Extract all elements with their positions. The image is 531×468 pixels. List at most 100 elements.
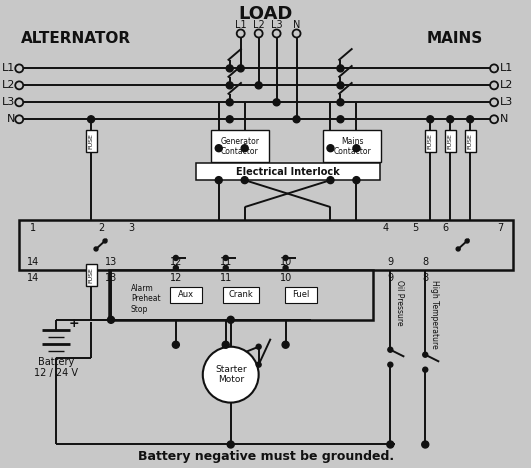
Text: ALTERNATOR: ALTERNATOR (21, 31, 131, 46)
Circle shape (15, 65, 23, 73)
Circle shape (273, 99, 280, 106)
Text: FUSE: FUSE (468, 133, 473, 149)
Circle shape (173, 341, 179, 348)
Circle shape (215, 145, 222, 152)
Circle shape (256, 344, 261, 349)
Circle shape (15, 81, 23, 89)
Circle shape (337, 116, 344, 123)
Circle shape (388, 362, 393, 367)
Text: 6: 6 (442, 223, 448, 233)
Circle shape (283, 265, 288, 271)
Circle shape (490, 65, 498, 73)
Text: Mains
Contactor: Mains Contactor (333, 137, 371, 156)
Text: 11: 11 (220, 257, 232, 267)
Circle shape (490, 81, 498, 89)
Circle shape (226, 65, 233, 72)
Text: 12: 12 (170, 257, 182, 267)
Circle shape (173, 265, 178, 271)
Text: MAINS: MAINS (427, 31, 483, 46)
Text: 9: 9 (387, 257, 393, 267)
Circle shape (237, 65, 244, 72)
FancyBboxPatch shape (425, 130, 436, 152)
Circle shape (222, 341, 229, 348)
Text: 8: 8 (422, 257, 429, 267)
Text: 2: 2 (98, 223, 104, 233)
Circle shape (237, 29, 245, 37)
Text: 9: 9 (387, 273, 393, 283)
Text: FUSE: FUSE (89, 267, 93, 283)
Text: L1: L1 (235, 21, 246, 30)
Text: 3: 3 (128, 223, 134, 233)
Circle shape (423, 352, 428, 357)
Text: L3: L3 (500, 97, 513, 107)
Text: 4: 4 (382, 223, 388, 233)
Text: 8: 8 (422, 273, 429, 283)
FancyBboxPatch shape (109, 270, 373, 320)
Text: 11: 11 (220, 273, 232, 283)
Circle shape (223, 256, 228, 260)
FancyBboxPatch shape (465, 130, 476, 152)
Circle shape (337, 82, 344, 89)
Text: 13: 13 (105, 257, 117, 267)
Circle shape (94, 247, 98, 251)
Text: L2: L2 (2, 80, 15, 90)
Circle shape (255, 82, 262, 89)
Text: Battery negative must be grounded.: Battery negative must be grounded. (138, 450, 393, 463)
Circle shape (353, 176, 360, 183)
Circle shape (103, 239, 107, 243)
Circle shape (337, 99, 344, 106)
Circle shape (203, 347, 259, 402)
Circle shape (387, 441, 394, 448)
Circle shape (255, 29, 263, 37)
Text: L3: L3 (271, 21, 282, 30)
Circle shape (226, 82, 233, 89)
Text: 5: 5 (412, 223, 418, 233)
Text: L1: L1 (500, 63, 513, 73)
Text: FUSE: FUSE (89, 133, 93, 149)
Circle shape (447, 116, 453, 123)
Text: N: N (500, 114, 509, 124)
Text: 7: 7 (497, 223, 503, 233)
Text: Battery
12 / 24 V: Battery 12 / 24 V (34, 357, 78, 379)
Circle shape (107, 316, 115, 323)
Text: Fuel: Fuel (292, 290, 309, 300)
Text: L2: L2 (500, 80, 513, 90)
Text: L2: L2 (253, 21, 264, 30)
Text: 14: 14 (27, 257, 39, 267)
Text: 14: 14 (27, 273, 39, 283)
Circle shape (15, 115, 23, 123)
Text: N: N (7, 114, 15, 124)
Circle shape (490, 98, 498, 106)
Circle shape (427, 116, 434, 123)
Circle shape (283, 256, 288, 260)
Text: 10: 10 (279, 257, 292, 267)
Text: 12: 12 (170, 273, 182, 283)
FancyBboxPatch shape (444, 130, 456, 152)
Text: FUSE: FUSE (428, 133, 433, 149)
Text: Generator
Contactor: Generator Contactor (220, 137, 259, 156)
Circle shape (422, 441, 429, 448)
FancyBboxPatch shape (323, 130, 381, 162)
FancyBboxPatch shape (85, 130, 97, 152)
Text: 13: 13 (105, 273, 117, 283)
FancyBboxPatch shape (222, 287, 259, 303)
Circle shape (227, 316, 234, 323)
Text: L1: L1 (2, 63, 15, 73)
FancyBboxPatch shape (85, 264, 97, 286)
Circle shape (241, 145, 248, 152)
Circle shape (423, 367, 428, 372)
Circle shape (293, 116, 300, 123)
Circle shape (88, 116, 95, 123)
FancyBboxPatch shape (196, 163, 380, 180)
Text: Electrical Interlock: Electrical Interlock (236, 167, 340, 176)
Text: L3: L3 (2, 97, 15, 107)
Circle shape (15, 98, 23, 106)
Circle shape (467, 116, 474, 123)
Circle shape (256, 362, 261, 367)
Text: Aux: Aux (178, 290, 194, 300)
Circle shape (490, 115, 498, 123)
Text: 10: 10 (279, 273, 292, 283)
FancyBboxPatch shape (211, 130, 269, 162)
Circle shape (456, 247, 460, 251)
Circle shape (282, 341, 289, 348)
